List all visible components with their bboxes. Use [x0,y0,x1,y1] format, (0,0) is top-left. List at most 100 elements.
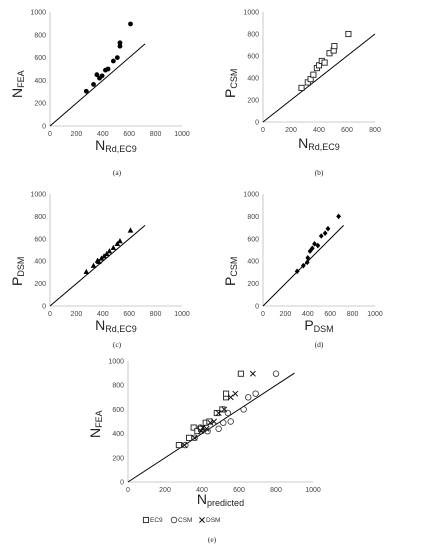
legend-marker [142,516,150,524]
data-point [110,58,116,64]
y-axis-title-main: P [222,277,238,286]
data-point [114,55,120,60]
data-point [237,370,244,377]
data-point [227,394,234,401]
data-point [103,250,110,257]
x-tick-label: 1000 [174,311,190,318]
data-point [128,21,133,27]
data-point [220,419,227,426]
y-axis-title-sub: FEA [16,70,26,88]
y-tick-label: 400 [112,431,124,438]
data-point [191,434,198,442]
y-axis-title: PDSM [9,257,26,286]
y-tick-label: 400 [247,259,259,266]
series-csm [182,370,280,449]
x-axis-title: NRd,EC9 [95,137,137,154]
data-point [322,230,328,236]
data-point [203,425,210,432]
data-point [198,428,205,435]
x-tick-label: 200 [71,311,83,318]
data-point [191,434,198,441]
x-axis-title-main: N [95,137,105,153]
data-point [318,233,324,239]
data-point [175,442,182,449]
y-tick-label: 600 [247,236,259,243]
x-tick-label: 800 [369,127,381,134]
data-point [294,268,300,275]
chart-panel-d: 0 200 400 600 800 100002004006008001000PCSMPD… [222,192,383,350]
data-point [245,394,252,401]
data-point [114,240,121,247]
y-tick-label: 400 [247,76,259,83]
data-point [310,71,317,78]
data-point [207,419,214,426]
data-point [127,227,134,233]
x-axis-title-main: N [95,317,105,333]
panel-label: (e) [208,535,217,544]
reference-line [49,224,146,307]
y-tick-label: 800 [34,32,46,39]
series-0 [83,227,134,275]
x-tick-label: 400 [196,487,208,494]
data-point [331,43,338,50]
x-tick-label: 1000 [305,487,321,494]
x-tick-label: 800 [150,131,162,138]
data-point [222,390,230,397]
data-point [110,244,117,250]
x-axis-title-sub: Rd,EC9 [308,142,340,152]
panel-label: (a) [113,168,122,177]
data-point [199,424,206,431]
x-tick-label: 800 [270,487,282,494]
data-point [106,248,113,254]
x-tick-label: 600 [123,131,135,138]
y-tick-label: 800 [247,214,259,221]
data-point [182,441,189,449]
x-tick-label: 800 [347,311,359,318]
data-point [312,241,317,247]
y-tick-label: 800 [34,214,46,221]
y-tick-label: 1000 [243,10,259,17]
legend-marker [170,516,178,524]
series-ec9 [175,370,244,449]
data-point [298,84,305,91]
data-point [315,242,321,249]
y-tick-label: 200 [247,281,259,288]
reference-line [127,372,295,483]
y-tick-label: 200 [247,98,259,105]
x-tick-label: 1000 [367,311,383,318]
x-tick-label: 400 [97,311,109,318]
reference-line [262,33,376,123]
y-tick-label: 0 [42,124,46,131]
data-point [98,255,105,261]
x-axis-title-main: N [197,491,207,507]
y-tick-label: 200 [34,101,46,108]
data-point [309,245,315,252]
y-tick-label: 800 [112,383,124,390]
x-tick-label: 400 [97,131,109,138]
data-point [99,73,105,79]
x-tick-label: 0 [126,487,130,494]
y-tick-label: 0 [255,120,259,127]
x-tick-label: 0 [261,311,265,318]
y-tick-label: 1000 [30,192,46,199]
y-axis-title-sub: CSM [229,257,239,277]
y-axis-title-main: N [9,88,25,98]
x-tick-label: 600 [341,127,353,134]
x-axis-title-sub: predicted [207,498,244,508]
x-axis-title: NRd,EC9 [298,135,340,152]
x-tick-label: 0 [48,131,52,138]
y-tick-label: 400 [34,259,46,266]
series-0 [83,21,133,94]
data-point [227,418,234,425]
panel-label: (d) [315,340,324,349]
data-point [101,253,107,259]
x-axis-title: Npredicted [197,491,244,508]
y-tick-label: 1000 [108,359,124,366]
y-tick-label: 1000 [243,192,259,199]
x-axis-title-sub: DSM [314,324,334,334]
data-point [117,43,123,49]
data-point [105,66,111,72]
y-axis-title: PCSM [222,69,239,98]
x-tick-label: 200 [159,487,171,494]
data-point [232,390,239,397]
